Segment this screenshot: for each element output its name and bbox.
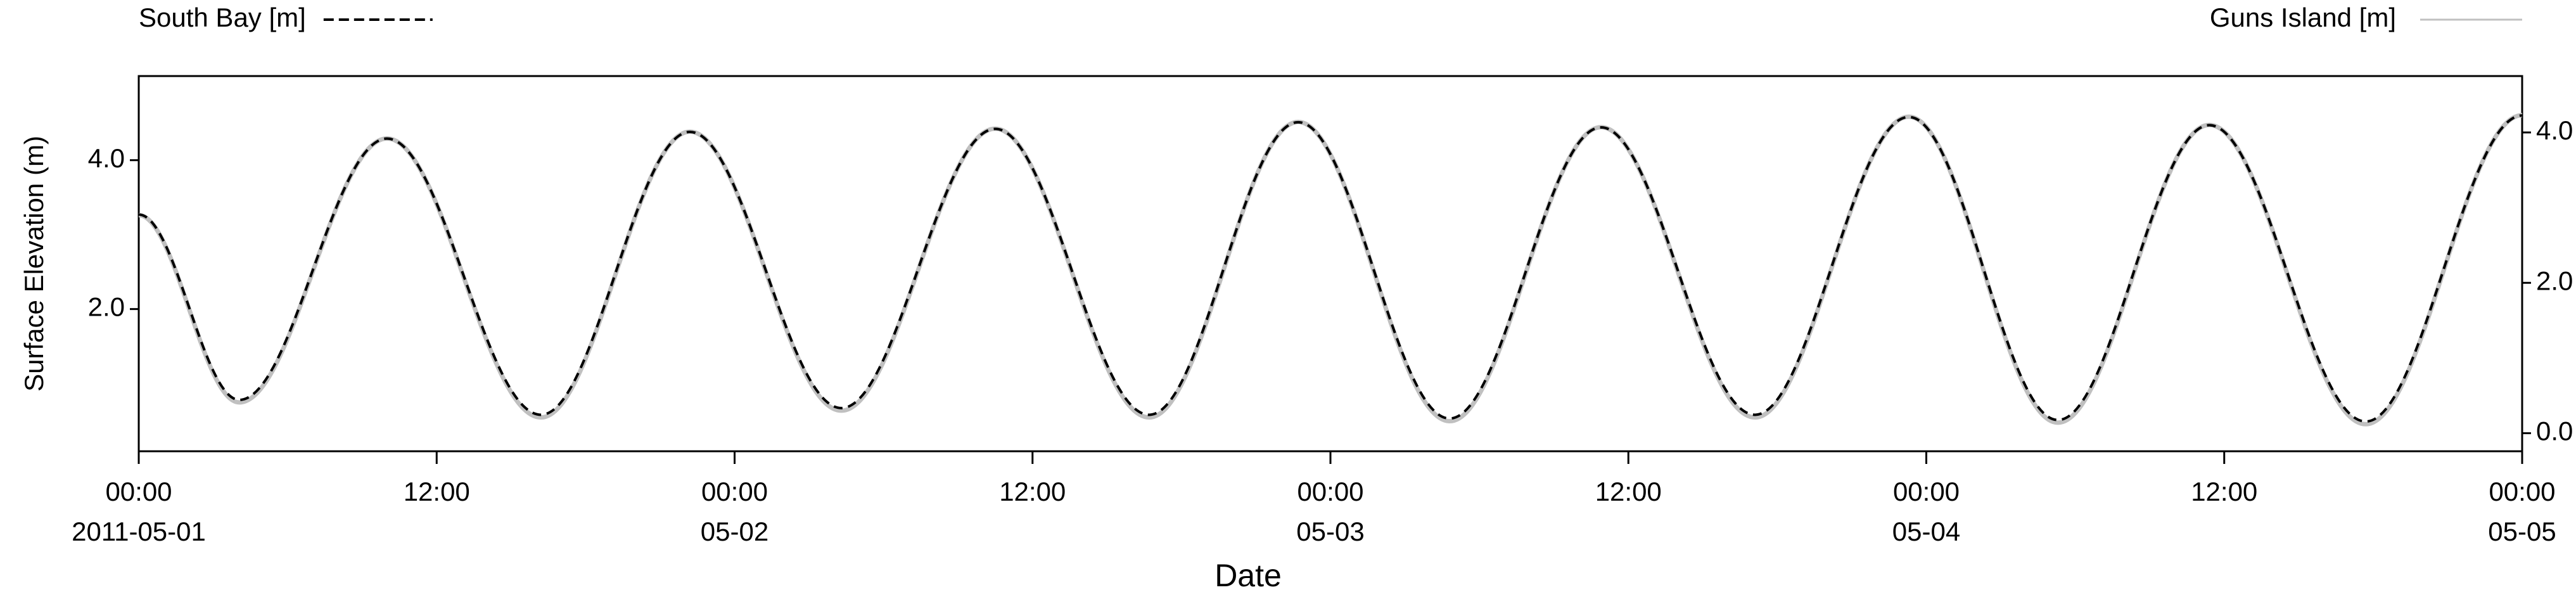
x-tick-label: 00:00 (1893, 477, 1960, 506)
x-tick-date: 05-04 (1892, 517, 1960, 546)
x-tick-label: 12:00 (1595, 477, 1662, 506)
y-tick-label: 2.0 (88, 292, 125, 322)
legend-label: Guns Island [m] (2210, 3, 2396, 32)
x-axis-title: Date (1215, 558, 1282, 593)
x-tick-label: 00:00 (2489, 477, 2555, 506)
plot-frame (137, 75, 2523, 453)
y2-tick-label: 2.0 (2536, 266, 2573, 295)
x-tick-date: 05-03 (1296, 517, 1364, 546)
x-tick-label: 00:00 (105, 477, 172, 506)
x-tick-date: 05-02 (701, 517, 768, 546)
y-axis-title: Surface Elevation (m) (19, 136, 49, 392)
x-tick-label: 00:00 (1297, 477, 1363, 506)
line-series (138, 113, 2523, 427)
y-tick-label: 4.0 (88, 143, 125, 173)
legend-label: South Bay [m] (139, 3, 306, 32)
x-tick-label: 12:00 (999, 477, 1066, 506)
x-tick-date: 05-05 (2488, 517, 2556, 546)
x-tick-date: 2011-05-01 (72, 517, 206, 546)
line-series (138, 114, 2523, 423)
x-tick-label: 12:00 (404, 477, 470, 506)
x-tick-label: 12:00 (2191, 477, 2257, 506)
y2-tick-label: 0.0 (2536, 416, 2573, 446)
x-tick-label: 00:00 (701, 477, 768, 506)
y2-tick-label: 4.0 (2536, 115, 2573, 145)
